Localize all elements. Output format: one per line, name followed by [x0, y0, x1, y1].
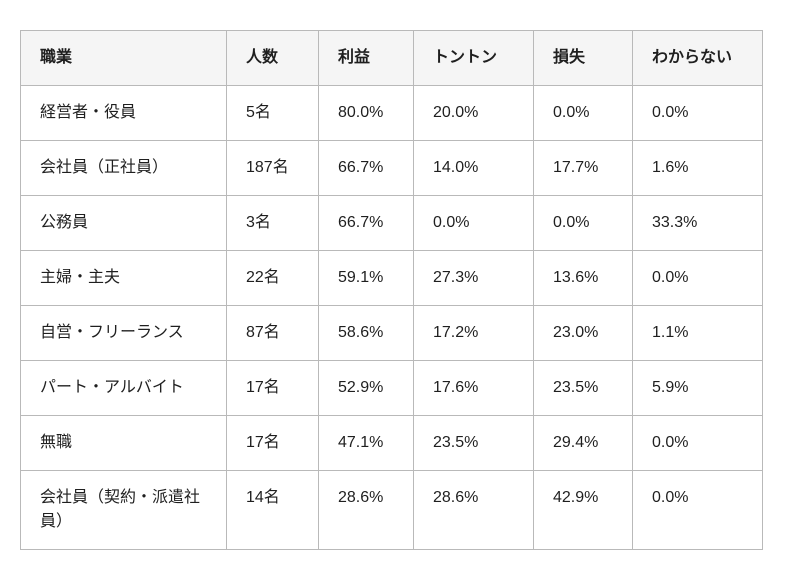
cell-count: 187名 [226, 140, 319, 196]
cell-break-even: 14.0% [413, 140, 534, 196]
cell-count: 87名 [226, 305, 319, 361]
cell-unknown: 0.0% [632, 250, 763, 306]
cell-occupation: 自営・フリーランス [20, 305, 227, 361]
cell-profit: 58.6% [318, 305, 414, 361]
cell-count: 22名 [226, 250, 319, 306]
cell-loss: 17.7% [533, 140, 633, 196]
cell-occupation: 主婦・主夫 [20, 250, 227, 306]
cell-break-even: 0.0% [413, 195, 534, 251]
cell-count: 3名 [226, 195, 319, 251]
col-header-break-even: トントン [413, 30, 534, 86]
table-body: 経営者・役員 5名 80.0% 20.0% 0.0% 0.0% 会社員（正社員） 187名 66… [20, 85, 763, 550]
cell-occupation: 会社員（契約・派遣社員） [20, 470, 227, 550]
cell-profit: 52.9% [318, 360, 414, 416]
cell-loss: 13.6% [533, 250, 633, 306]
cell-unknown: 33.3% [632, 195, 763, 251]
table-row: パート・アルバイト 17名 52.9% 17.6% 23.5% 5.9% [20, 360, 763, 416]
cell-break-even: 23.5% [413, 415, 534, 471]
cell-break-even: 27.3% [413, 250, 534, 306]
table-row: 会社員（契約・派遣社員） 14名 28.6% 28.6% 42.9% 0.0% [20, 470, 763, 550]
table-row: 無職 17名 47.1% 23.5% 29.4% 0.0% [20, 415, 763, 471]
col-header-occupation: 職業 [20, 30, 227, 86]
table-row: 公務員 3名 66.7% 0.0% 0.0% 33.3% [20, 195, 763, 251]
col-header-profit: 利益 [318, 30, 414, 86]
survey-table-container: 職業 人数 利益 トントン 損失 わからない 経営者・役員 5名 80.0% 20.0% 0.0%… [20, 30, 763, 550]
header-row: 職業 人数 利益 トントン 損失 わからない [20, 30, 763, 86]
cell-break-even: 28.6% [413, 470, 534, 550]
cell-loss: 0.0% [533, 85, 633, 141]
cell-count: 17名 [226, 360, 319, 416]
table-row: 主婦・主夫 22名 59.1% 27.3% 13.6% 0.0% [20, 250, 763, 306]
col-header-count: 人数 [226, 30, 319, 86]
table-row: 経営者・役員 5名 80.0% 20.0% 0.0% 0.0% [20, 85, 763, 141]
cell-unknown: 1.1% [632, 305, 763, 361]
cell-loss: 23.0% [533, 305, 633, 361]
cell-break-even: 20.0% [413, 85, 534, 141]
table-row: 会社員（正社員） 187名 66.7% 14.0% 17.7% 1.6% [20, 140, 763, 196]
cell-loss: 0.0% [533, 195, 633, 251]
cell-occupation: 会社員（正社員） [20, 140, 227, 196]
cell-loss: 42.9% [533, 470, 633, 550]
table-row: 自営・フリーランス 87名 58.6% 17.2% 23.0% 1.1% [20, 305, 763, 361]
cell-break-even: 17.2% [413, 305, 534, 361]
cell-occupation: 経営者・役員 [20, 85, 227, 141]
col-header-unknown: わからない [632, 30, 763, 86]
cell-profit: 66.7% [318, 140, 414, 196]
cell-break-even: 17.6% [413, 360, 534, 416]
cell-occupation: パート・アルバイト [20, 360, 227, 416]
cell-unknown: 0.0% [632, 415, 763, 471]
cell-loss: 29.4% [533, 415, 633, 471]
cell-occupation: 無職 [20, 415, 227, 471]
cell-count: 14名 [226, 470, 319, 550]
cell-unknown: 0.0% [632, 470, 763, 550]
cell-profit: 66.7% [318, 195, 414, 251]
cell-profit: 47.1% [318, 415, 414, 471]
cell-count: 5名 [226, 85, 319, 141]
cell-occupation: 公務員 [20, 195, 227, 251]
cell-profit: 28.6% [318, 470, 414, 550]
cell-unknown: 0.0% [632, 85, 763, 141]
cell-loss: 23.5% [533, 360, 633, 416]
col-header-loss: 損失 [533, 30, 633, 86]
occupation-survey-table: 職業 人数 利益 トントン 損失 わからない 経営者・役員 5名 80.0% 20.0% 0.0%… [20, 30, 763, 550]
cell-count: 17名 [226, 415, 319, 471]
cell-profit: 80.0% [318, 85, 414, 141]
cell-unknown: 5.9% [632, 360, 763, 416]
cell-unknown: 1.6% [632, 140, 763, 196]
cell-profit: 59.1% [318, 250, 414, 306]
